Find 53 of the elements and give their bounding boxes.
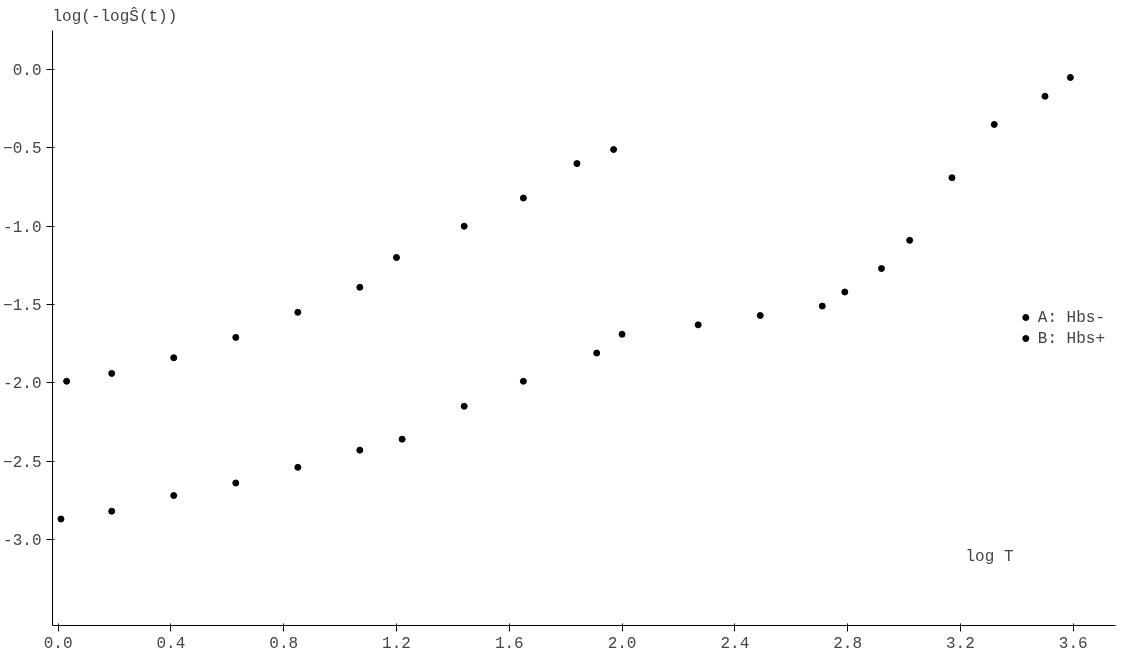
legend-label: B: Hbs+ — [1037, 329, 1105, 347]
point — [108, 507, 116, 515]
point — [460, 402, 468, 410]
y-tick-label: -1.0 — [3, 218, 42, 237]
point — [990, 120, 998, 128]
x-tick-label: 3.2 — [946, 634, 975, 653]
point — [610, 146, 618, 153]
point — [170, 354, 178, 362]
y-tick-label: -2.0 — [3, 375, 42, 394]
point — [841, 288, 849, 296]
y-tick-label: −2.5 — [3, 453, 42, 472]
x-tick-label: 0.0 — [43, 634, 73, 653]
legend-label: A: Hbs- — [1037, 308, 1105, 326]
point — [108, 369, 116, 377]
x-tick-label: 2.8 — [833, 634, 863, 653]
point — [356, 446, 364, 454]
point — [593, 349, 601, 357]
point — [573, 160, 581, 168]
point — [877, 265, 885, 272]
x-tick-label: 0.8 — [269, 634, 299, 653]
point — [63, 377, 71, 385]
point — [294, 463, 302, 471]
x-tick-label: 2.0 — [607, 634, 637, 653]
point — [398, 435, 406, 443]
point — [232, 479, 240, 487]
point — [756, 311, 764, 319]
point — [356, 283, 364, 291]
point — [232, 333, 240, 341]
point — [392, 254, 400, 262]
point — [906, 236, 914, 244]
point — [948, 174, 956, 182]
x-tick-label: 0.4 — [156, 634, 186, 653]
point — [1041, 92, 1049, 100]
point — [618, 330, 626, 338]
x-tick-label: 1.2 — [382, 634, 411, 653]
point — [460, 222, 468, 230]
y-tick-label: −0.5 — [3, 140, 42, 159]
point — [170, 492, 178, 500]
x-tick-label: 3.6 — [1058, 634, 1088, 653]
point — [294, 308, 302, 316]
point — [57, 515, 65, 523]
point — [818, 302, 826, 310]
y-tick-label: 0.0 — [12, 62, 42, 81]
x-axis-title: log T — [965, 547, 1014, 566]
y-axis-title: log(-logŜ(t)) — [52, 6, 178, 26]
point — [519, 194, 527, 202]
point — [1066, 73, 1074, 81]
point — [694, 321, 702, 329]
y-tick-label: -3.0 — [3, 531, 42, 550]
x-tick-label: 1.6 — [494, 634, 524, 653]
point — [519, 377, 527, 385]
x-tick-label: 2.4 — [720, 634, 750, 653]
y-tick-label: −1.5 — [3, 297, 42, 316]
